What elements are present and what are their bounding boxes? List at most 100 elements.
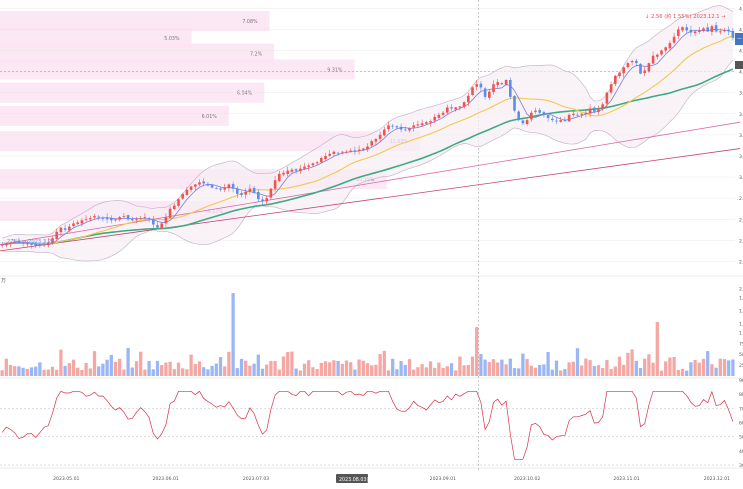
volume-bar xyxy=(668,357,672,376)
volume-bar xyxy=(59,349,63,376)
candle-body xyxy=(542,112,546,115)
candle-body xyxy=(38,244,42,246)
volume-bar xyxy=(365,363,370,376)
volume-bar xyxy=(160,365,164,376)
rsi-axis-tick: 90 xyxy=(739,378,743,384)
volume-bar xyxy=(340,363,344,376)
candle-body xyxy=(277,173,281,181)
candle-body xyxy=(458,106,462,108)
volume-bar xyxy=(470,356,475,376)
candle-body xyxy=(576,114,579,116)
candle-body xyxy=(609,84,613,93)
date-axis-tick: 2023.07.03 xyxy=(243,476,269,482)
candle-body xyxy=(80,220,84,224)
candle-body xyxy=(391,125,395,127)
candle-body xyxy=(214,188,218,190)
volume-bar xyxy=(424,367,428,376)
volume-bar xyxy=(479,354,483,376)
volume-bar xyxy=(202,367,206,376)
candlesticks xyxy=(0,21,735,249)
candle-body xyxy=(538,110,542,113)
candle-body xyxy=(710,26,714,32)
candle-body xyxy=(500,83,504,85)
volume-profile-bar xyxy=(0,27,192,48)
volume-bar xyxy=(55,369,59,376)
long-ma-line xyxy=(0,148,741,252)
candle-body xyxy=(416,124,420,126)
volume-bar xyxy=(248,365,252,376)
band-lower-line xyxy=(2,59,734,262)
volume-bar xyxy=(223,366,227,376)
candle-body xyxy=(147,218,151,220)
date-axis-tick: 2023.10.02 xyxy=(514,476,540,482)
candle-body xyxy=(55,231,59,239)
candle-body xyxy=(357,149,361,151)
price-axis-tick: 3.2 xyxy=(739,154,743,160)
volume-bar xyxy=(475,327,479,376)
volume-axis-tick: 250 xyxy=(739,363,743,369)
volume-bar xyxy=(218,357,223,376)
price-axis-tick: 3.6 xyxy=(739,112,743,118)
volume-bar xyxy=(584,358,588,376)
volume-bar xyxy=(181,368,185,376)
volume-bar xyxy=(349,362,353,376)
volume-bar xyxy=(588,360,592,376)
volume-bar xyxy=(42,369,46,376)
volume-bar xyxy=(46,369,50,376)
candle-body xyxy=(546,114,550,118)
volume-bar xyxy=(88,368,92,376)
volume-bar xyxy=(538,364,542,376)
candle-body xyxy=(374,139,378,142)
candle-body xyxy=(265,198,269,202)
candle-body xyxy=(597,109,600,112)
volume-bar xyxy=(517,368,521,376)
volume-bar xyxy=(197,361,202,376)
price-axis-tick: 2.8 xyxy=(739,196,743,202)
volume-bar xyxy=(445,366,449,376)
candle-body xyxy=(332,151,336,155)
price-axis-tick: 2.2 xyxy=(739,259,743,265)
candle-body xyxy=(424,122,428,124)
volume-bar xyxy=(206,369,210,376)
volume-bar xyxy=(92,351,97,376)
candle-body xyxy=(634,60,638,64)
volume-bar xyxy=(130,367,134,376)
volume-profile-bar xyxy=(0,105,229,126)
volume-bar xyxy=(680,368,685,376)
volume-bar xyxy=(126,347,130,376)
candle-body xyxy=(525,120,529,125)
candle-body xyxy=(697,30,701,32)
volume-bar xyxy=(542,364,546,376)
volume-bar xyxy=(332,360,336,376)
candle-body xyxy=(25,243,29,245)
candle-body xyxy=(282,172,285,175)
volume-bar xyxy=(294,368,298,376)
candle-body xyxy=(88,218,92,220)
candle-body xyxy=(727,29,731,32)
candle-body xyxy=(227,184,231,188)
volume-bar xyxy=(592,366,596,376)
volume-bar xyxy=(239,358,244,376)
candle-body xyxy=(660,50,663,55)
candle-body xyxy=(370,141,374,146)
candle-body xyxy=(592,107,596,112)
candle-body xyxy=(437,114,441,118)
candle-body xyxy=(462,102,466,108)
volume-bar xyxy=(609,369,613,376)
candle-body xyxy=(109,218,113,221)
volume-bar xyxy=(151,369,155,376)
candle-body xyxy=(349,150,353,152)
volume-bar xyxy=(63,365,67,376)
volume-bar xyxy=(727,360,731,376)
volume-bar xyxy=(122,369,126,376)
volume-bar xyxy=(147,360,151,376)
volume-bar xyxy=(227,351,231,376)
candle-body xyxy=(219,188,222,190)
rsi-axis-tick: 70 xyxy=(739,406,743,412)
candle-body xyxy=(550,118,554,121)
candle-body xyxy=(181,193,185,199)
candle-body xyxy=(248,188,252,192)
volume-bar xyxy=(113,361,118,376)
